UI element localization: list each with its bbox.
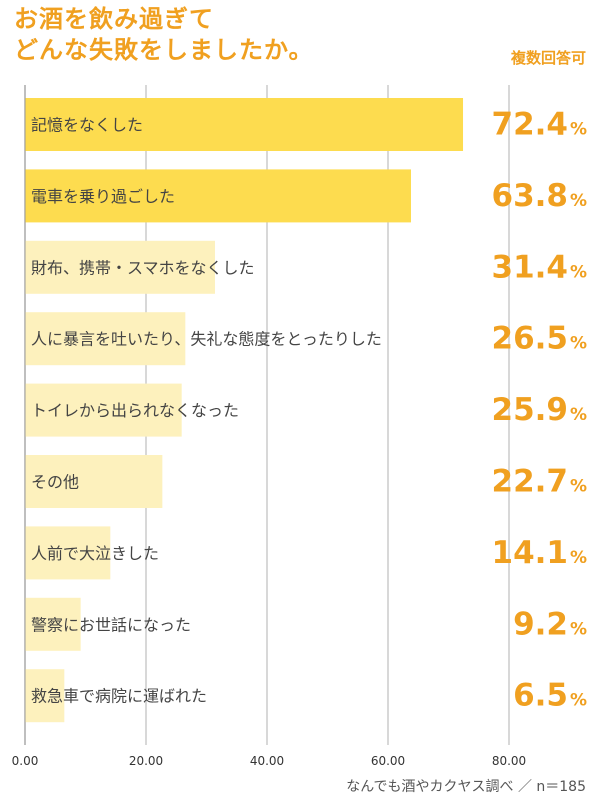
value-unit: % (570, 548, 587, 568)
value-label: 22.7 (492, 464, 569, 500)
category-label: 人に暴言を吐いたり、失礼な態度をとったりした (31, 330, 382, 349)
value-unit: % (570, 191, 587, 211)
category-label: 記憶をなくした (31, 116, 143, 135)
multiple-answers-note: 複数回答可 (510, 49, 586, 67)
bar (25, 597, 81, 651)
bar (25, 455, 163, 508)
x-tick-label: 40.00 (250, 754, 284, 768)
value-label: 14.1 (492, 535, 569, 571)
value-unit: % (570, 405, 587, 425)
category-label: 警察にお世話になった (31, 615, 191, 634)
value-unit: % (570, 477, 587, 497)
x-tick-label: 60.00 (371, 754, 405, 768)
x-tick-label: 20.00 (129, 754, 163, 768)
value-unit: % (570, 691, 587, 711)
category-label: その他 (31, 473, 79, 492)
bar (25, 383, 182, 437)
category-label: 救急車で病院に運ばれた (31, 687, 207, 706)
value-unit: % (570, 334, 587, 354)
category-label: トイレから出られなくなった (31, 401, 239, 420)
value-label: 63.8 (492, 178, 569, 214)
bar (25, 669, 65, 723)
chart-title: お酒を飲み過ぎてどんな失敗をしましたか。 (14, 4, 454, 66)
category-label: 人前で大泣きした (31, 544, 159, 563)
bar (25, 312, 186, 366)
bar (25, 98, 464, 151)
category-label: 電車を乗り過ごした (31, 187, 175, 206)
chart-title-line: お酒を飲み過ぎて (14, 5, 214, 33)
chart-title-line: どんな失敗をしましたか。 (14, 36, 314, 64)
x-tick-label: 80.00 (492, 754, 526, 768)
bar (25, 169, 411, 223)
category-label: 財布、携帯・スマホをなくした (31, 258, 255, 277)
x-tick-label: 0.00 (12, 754, 39, 768)
value-label: 31.4 (492, 249, 569, 285)
source-note: なんでも酒やカクヤス調べ ／ n＝185 (346, 779, 586, 795)
value-label: 6.5 (513, 678, 568, 714)
value-label: 72.4 (492, 107, 569, 143)
bar (25, 240, 215, 294)
value-unit: % (570, 619, 587, 639)
value-label: 26.5 (492, 321, 569, 357)
value-label: 25.9 (492, 392, 569, 428)
value-unit: % (570, 262, 587, 282)
value-unit: % (570, 120, 587, 140)
bar (25, 526, 111, 580)
value-label: 9.2 (513, 606, 568, 642)
